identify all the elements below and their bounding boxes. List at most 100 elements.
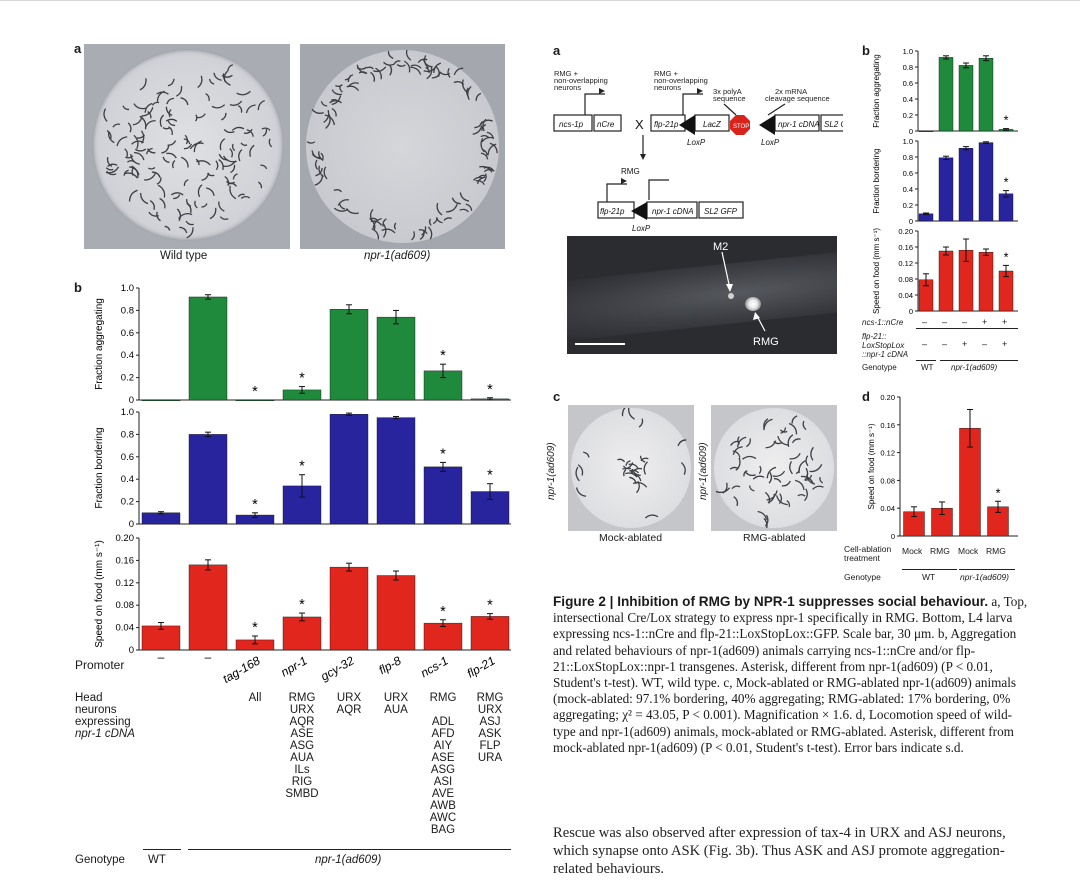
worm-stroke xyxy=(763,517,768,531)
worm-stroke xyxy=(144,102,153,113)
y-tick-label: 0.08 xyxy=(880,476,895,485)
worm-stroke xyxy=(423,66,437,73)
y-tick-label: 0.20 xyxy=(116,533,135,544)
worm-stroke xyxy=(311,150,321,160)
worm-stroke xyxy=(314,174,324,186)
worm-stroke xyxy=(141,107,154,117)
worm-stroke xyxy=(748,485,755,492)
y-tick-label: 0.20 xyxy=(898,227,913,236)
header-line: Head xyxy=(75,692,103,704)
promoter-label: flp-21 xyxy=(464,653,497,680)
worm-stroke xyxy=(472,125,483,135)
y-axis-label: Speed on food (mm s⁻¹) xyxy=(94,540,105,648)
worm-stroke xyxy=(183,143,193,150)
y-tick-label: 1.0 xyxy=(121,407,134,418)
d-genotype-wt: WT xyxy=(922,572,936,582)
worm-stroke xyxy=(335,84,343,88)
worm-stroke xyxy=(722,482,728,494)
worm-stroke xyxy=(129,166,140,176)
panel-d-chart: 0 0.04 0.08 0.12 0.16 0.20 Speed on food (mm s… xyxy=(867,393,1018,541)
right-panel-c-label: c xyxy=(553,389,561,404)
y-tick-label: 1.0 xyxy=(121,283,134,294)
worm-stroke xyxy=(436,202,443,216)
worm-stroke xyxy=(371,228,380,240)
worm-stroke xyxy=(486,131,495,140)
worm-stroke xyxy=(475,179,485,186)
neuron-name: AVE xyxy=(431,788,455,800)
fluorescence-micrograph: M2 RMG xyxy=(567,236,837,354)
worm-stroke xyxy=(306,141,316,144)
worm-stroke xyxy=(230,164,236,174)
significance-star: * xyxy=(1004,114,1009,128)
worm-stroke xyxy=(425,66,430,73)
worm-stroke xyxy=(205,93,210,102)
promoter-label: flp-8 xyxy=(376,653,403,677)
worm-stroke xyxy=(480,134,490,139)
worm-stroke xyxy=(764,491,771,504)
side-label: npr-1(ad609) xyxy=(698,442,709,500)
worm-stroke xyxy=(166,97,175,105)
y-tick-label: 0.6 xyxy=(121,328,134,339)
worm-border-graphic xyxy=(306,50,498,241)
sl2gfp-box-2 xyxy=(698,201,744,219)
label: 3x polyA xyxy=(713,87,742,96)
y-tick-label: 0.16 xyxy=(116,555,135,566)
worm-stroke xyxy=(396,63,406,67)
worm-stroke xyxy=(763,418,773,431)
promoter-label: npr-1 xyxy=(278,653,309,679)
worm-stroke xyxy=(323,166,328,180)
worm-stroke xyxy=(257,181,263,189)
worm-stroke xyxy=(107,163,118,168)
worm-stroke xyxy=(410,66,422,75)
worm-stroke xyxy=(405,50,412,61)
m2-cell xyxy=(728,293,734,299)
worm-stroke xyxy=(480,137,485,153)
significance-star: * xyxy=(252,497,258,513)
bar xyxy=(376,417,416,525)
worm-stroke xyxy=(206,187,215,197)
worm-stroke xyxy=(167,120,176,127)
worm-stroke xyxy=(735,457,741,471)
worm-stroke xyxy=(318,165,325,178)
bar xyxy=(329,414,369,525)
petri-dish xyxy=(714,408,834,531)
worm-stroke xyxy=(366,66,374,70)
worm-stroke xyxy=(196,113,206,119)
significance-star: * xyxy=(440,348,446,364)
worm-stroke xyxy=(149,200,155,210)
worm-stroke xyxy=(443,217,452,221)
worm-stroke xyxy=(168,108,172,118)
worm-stroke xyxy=(164,225,171,231)
worm-stroke xyxy=(145,147,153,155)
worm-stroke xyxy=(453,67,464,76)
arrow-line xyxy=(648,179,669,200)
worm-stroke xyxy=(788,422,798,435)
y-tick-label: 0.4 xyxy=(121,474,134,485)
worm-stroke xyxy=(236,90,251,96)
worm-stroke xyxy=(777,435,790,446)
worm-stroke xyxy=(819,476,824,484)
genotype-underline xyxy=(959,569,1015,570)
worm-stroke xyxy=(185,220,194,226)
promoter-label: gcy-32 xyxy=(318,653,356,683)
worm-stroke xyxy=(173,194,181,200)
d-genotype-npr1: npr-1(ad609) xyxy=(960,572,1009,582)
sign-cell: + xyxy=(1002,317,1008,327)
worm-stroke xyxy=(752,475,765,480)
right-panel-a-label: a xyxy=(553,43,561,58)
worm-stroke xyxy=(731,485,741,490)
worm-stroke xyxy=(479,119,493,125)
neuron-column: URX AUA xyxy=(366,692,426,716)
worm-stroke xyxy=(218,159,224,171)
worm-stroke xyxy=(800,475,814,484)
worm-stroke xyxy=(337,199,349,206)
worm-stroke xyxy=(224,176,230,186)
arrow-line xyxy=(584,93,605,115)
loxp-triangle xyxy=(759,115,775,135)
y-tick-label: 0.20 xyxy=(880,393,895,402)
y-tick-label: 0 xyxy=(909,127,913,136)
petri-dish xyxy=(571,404,691,528)
worm-stroke xyxy=(632,482,648,488)
neuron-name: URA xyxy=(477,752,503,764)
right-panel-b-label: b xyxy=(862,43,870,58)
